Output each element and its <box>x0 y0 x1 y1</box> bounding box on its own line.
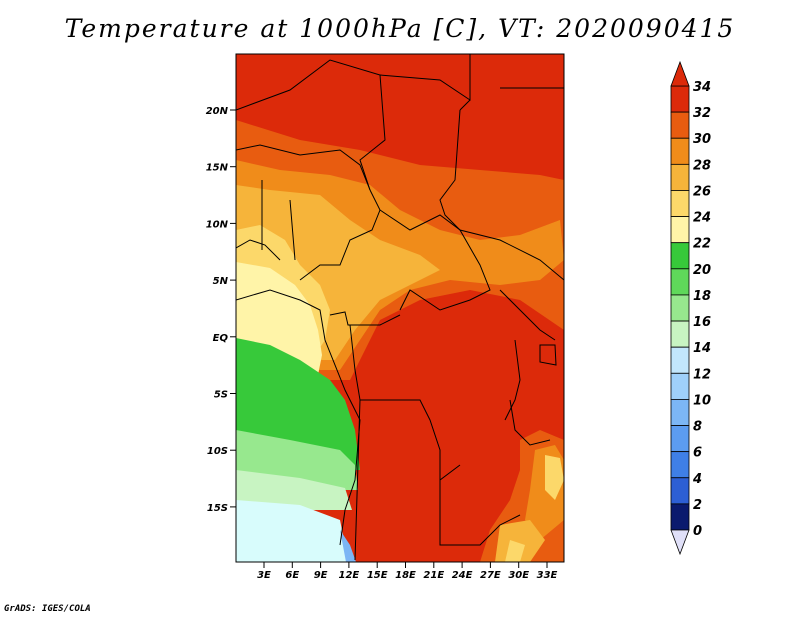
field-se-24-26b <box>505 540 525 562</box>
lat-tick-label: EQ <box>213 333 229 344</box>
colorbar-over-triangle <box>670 60 690 87</box>
colorbar-label: 12 <box>693 367 711 382</box>
border-line <box>439 480 521 546</box>
colorbar-box <box>670 85 690 113</box>
border-line <box>236 144 371 191</box>
credit-label: GrADS: IGES/COLA <box>4 604 91 614</box>
border-line <box>379 209 491 311</box>
colorbar-label: 6 <box>693 446 702 461</box>
colorbar-label: 16 <box>693 315 711 330</box>
border-line <box>499 289 556 341</box>
colorbar-label: 32 <box>693 106 711 121</box>
field-se-24-26 <box>545 455 564 500</box>
colorbar-label: 2 <box>693 498 702 513</box>
lat-axis: 20N 15N 10N 5N EQ 5S 10S 15S <box>206 106 236 514</box>
lon-tick-label: 33E <box>537 570 558 581</box>
colorbar-label: 28 <box>693 158 711 173</box>
lake-victoria <box>539 344 557 366</box>
field-14-16 <box>236 500 350 562</box>
lon-tick-label: 27E <box>480 570 501 581</box>
colorbar-label: 18 <box>693 289 711 304</box>
country-borders <box>236 54 564 561</box>
lat-tick-label: 20N <box>206 106 229 117</box>
border-line <box>236 239 281 261</box>
colorbar-label: 22 <box>693 237 711 252</box>
map-frame <box>235 53 565 563</box>
lon-tick-label: 12E <box>339 570 360 581</box>
colorbar-box <box>670 477 690 505</box>
colorbar-box <box>670 163 690 191</box>
colorbar-box <box>670 320 690 348</box>
colorbar-box <box>670 216 690 244</box>
colorbar-label: 0 <box>693 524 702 539</box>
colorbar-label: 8 <box>693 420 702 435</box>
lon-tick-label: 3E <box>257 570 271 581</box>
colorbar-box <box>670 242 690 270</box>
lon-tick-label: 30E <box>508 570 529 581</box>
colorbar-label: 4 <box>692 472 702 487</box>
temperature-field <box>236 54 564 562</box>
colorbar-label: 30 <box>693 132 711 147</box>
border-line <box>459 99 471 111</box>
lat-tick-label: 15N <box>206 163 229 174</box>
colorbar-box <box>670 294 690 322</box>
border-line <box>509 399 551 446</box>
lon-tick-label: 9E <box>314 570 328 581</box>
colorbar-label: 24 <box>693 211 711 226</box>
lat-tick-label: 5N <box>213 276 229 287</box>
colorbar-under-triangle <box>670 529 690 556</box>
lon-tick-label: 15E <box>367 570 388 581</box>
colorbar-box <box>670 111 690 139</box>
coastline <box>236 289 361 546</box>
border-line <box>289 199 296 261</box>
colorbar-box <box>670 137 690 165</box>
colorbar-label: 34 <box>693 80 711 95</box>
border-line <box>439 109 564 281</box>
lat-tick-label: 10N <box>206 219 229 230</box>
colorbar-box <box>670 503 690 531</box>
border-line <box>379 54 471 101</box>
border-line <box>329 311 401 326</box>
lon-tick-label: 6E <box>285 570 299 581</box>
lake-edge <box>504 339 521 421</box>
lon-tick-label: 18E <box>395 570 416 581</box>
lat-tick-label: 15S <box>207 503 228 514</box>
colorbar-label: 10 <box>693 393 711 408</box>
field-16-18 <box>236 470 352 510</box>
lat-tick-label: 10S <box>207 446 228 457</box>
colorbar-box <box>670 268 690 296</box>
colorbar-label: 20 <box>693 263 711 278</box>
map-title: Temperature at 1000hPa [C], VT: 20200904… <box>64 14 736 43</box>
lon-axis: 3E 6E 9E 12E 15E 18E 21E 24E 27E 30E 33E <box>257 562 558 581</box>
lon-tick-label: 21E <box>423 570 444 581</box>
colorbar-box <box>670 372 690 400</box>
lon-tick-label: 24E <box>452 570 473 581</box>
colorbar-label: 26 <box>693 184 711 199</box>
colorbar-label: 14 <box>693 341 711 356</box>
field-12-14 <box>340 530 356 562</box>
colorbar-box <box>670 399 690 426</box>
colorbar-box <box>670 425 690 453</box>
border-line <box>349 324 461 481</box>
colorbar-box <box>670 190 690 217</box>
colorbar-box <box>670 346 690 374</box>
colorbar-box <box>670 451 690 479</box>
lat-tick-label: 5S <box>214 390 228 401</box>
